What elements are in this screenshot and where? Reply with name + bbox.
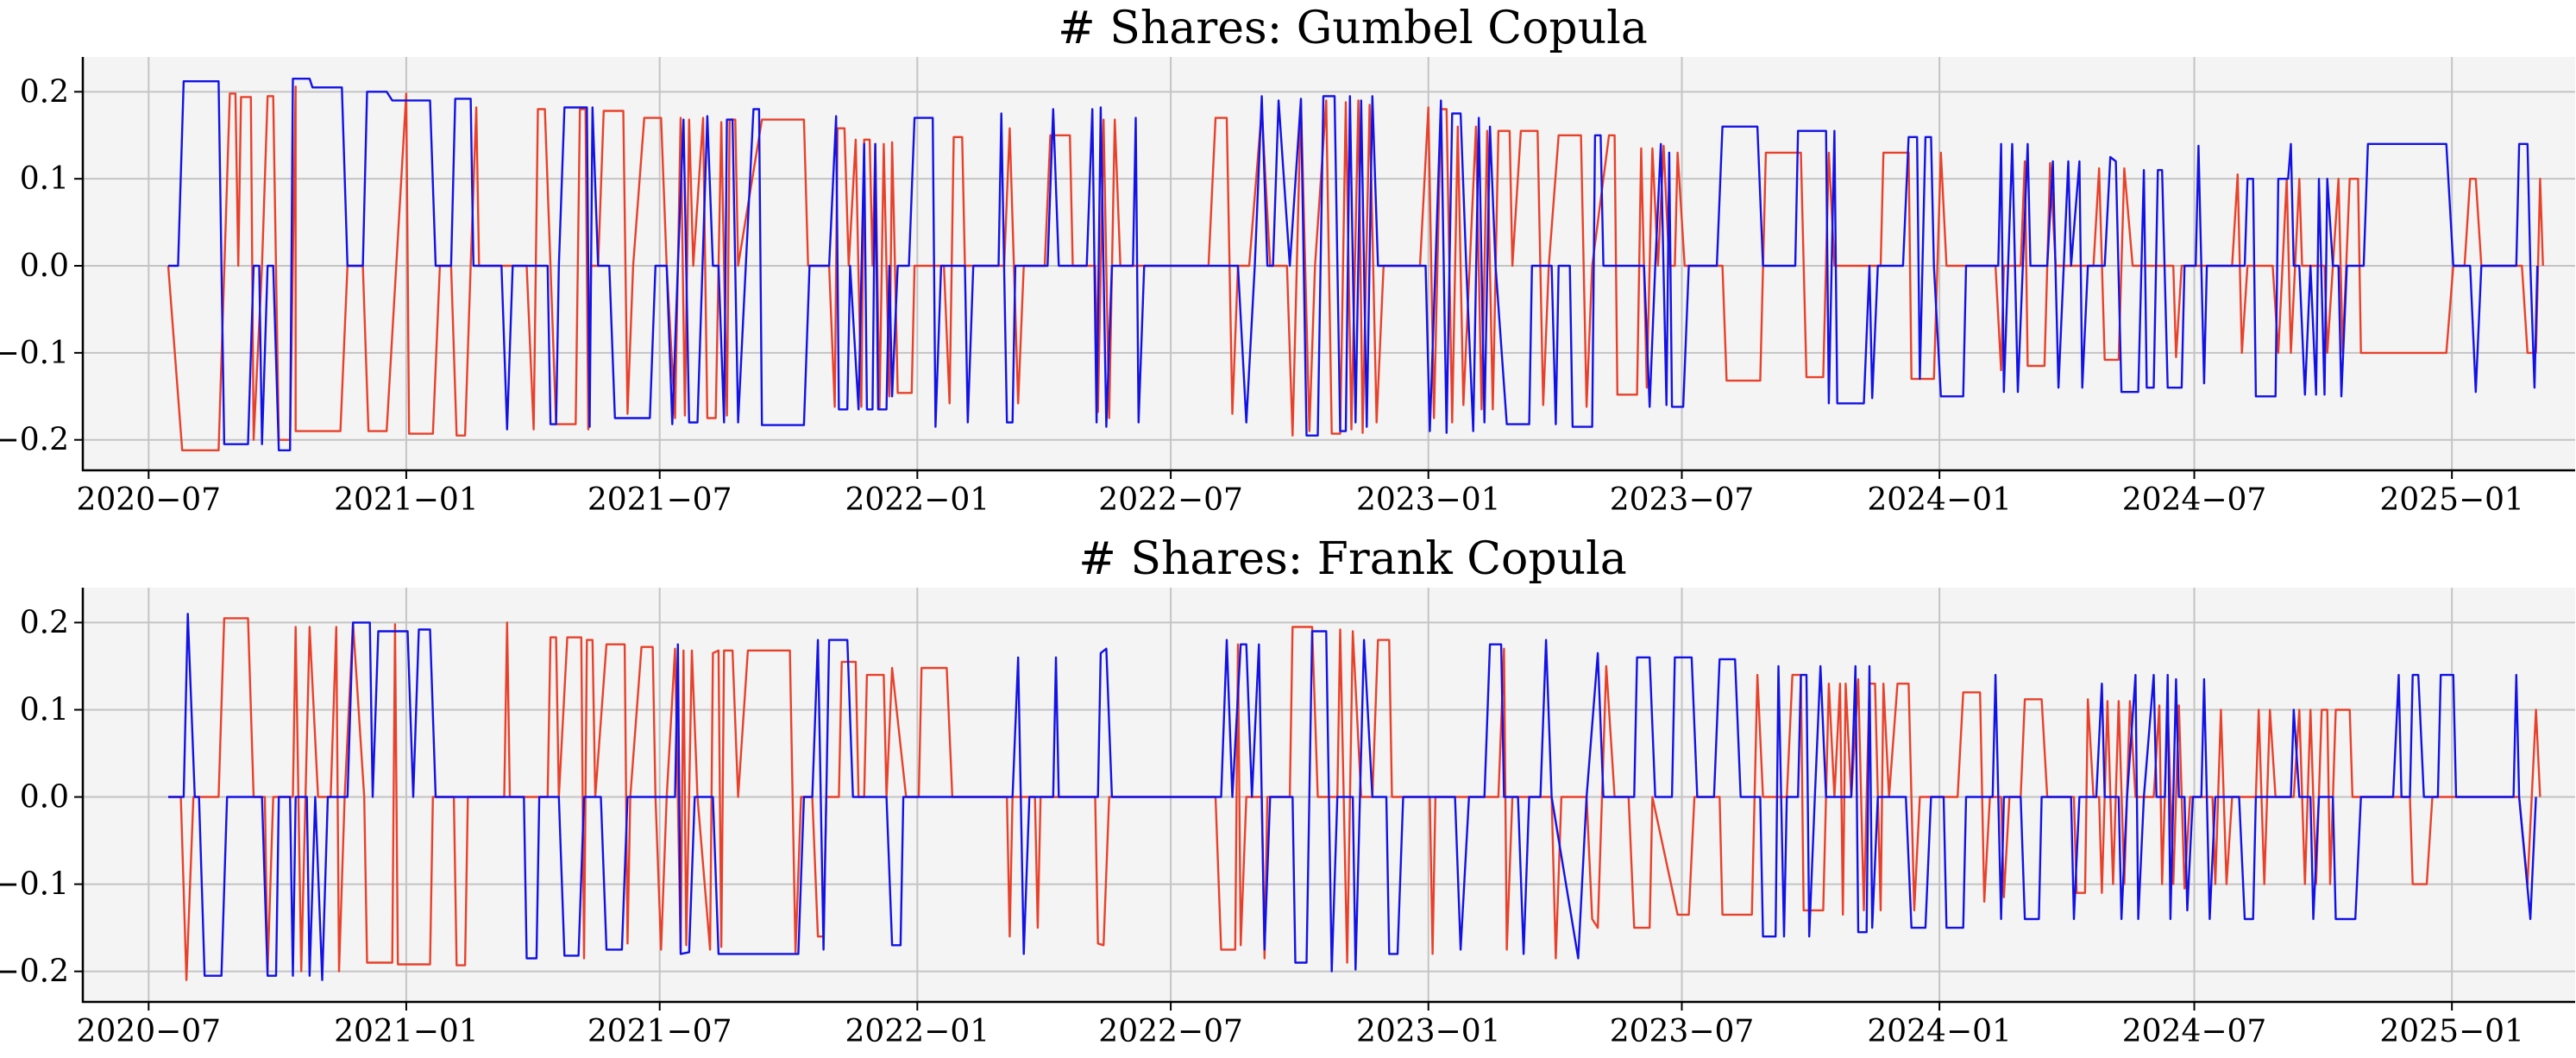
- chart-title: # Shares: Gumbel Copula: [1058, 3, 1648, 54]
- x-tick-label: 2020−07: [76, 1014, 221, 1049]
- x-tick-label: 2022−01: [845, 1014, 990, 1049]
- series-line-blue: [168, 78, 2539, 451]
- x-tick-label: 2020−07: [76, 482, 221, 518]
- x-tick-label: 2022−07: [1098, 482, 1243, 518]
- x-tick-label: 2022−01: [845, 482, 990, 518]
- x-tick-label: 2023−07: [1610, 482, 1755, 518]
- x-tick-label: 2024−01: [1867, 1014, 2012, 1049]
- y-tick-label: −0.1: [0, 336, 69, 371]
- x-tick-label: 2024−01: [1867, 482, 2012, 518]
- gumbel-copula-panel: 2020−07 2021−01 2021−07 2022−01 2022−07 2023−…: [0, 3, 2575, 518]
- series-line-red: [166, 85, 2544, 451]
- x-tick-label: 2021−01: [334, 482, 479, 518]
- y-tick-label: −0.2: [0, 423, 69, 458]
- x-tick-label: 2023−07: [1610, 1014, 1755, 1049]
- x-tick-label: 2023−01: [1356, 1014, 1501, 1049]
- x-tick-label: 2021−01: [334, 1014, 479, 1049]
- y-tick-label: 0.1: [20, 692, 69, 727]
- x-tick-label: 2022−07: [1098, 1014, 1243, 1049]
- frank-copula-panel: 2020−07 2021−01 2021−07 2022−01 2022−07 2023−…: [0, 533, 2575, 1049]
- y-tick-label: 0.2: [20, 74, 69, 110]
- series-line-blue: [168, 613, 2537, 981]
- x-tick-label: 2023−01: [1356, 482, 1501, 518]
- x-tick-label: 2021−07: [587, 482, 732, 518]
- y-tick-label: 0.2: [20, 605, 69, 640]
- y-tick-label: 0.0: [20, 249, 69, 284]
- y-tick-label: −0.1: [0, 867, 69, 903]
- x-tick-label: 2024−07: [2122, 1014, 2267, 1049]
- y-tick-label: −0.2: [0, 954, 69, 990]
- x-tick-label: 2024−07: [2122, 482, 2267, 518]
- x-tick-label: 2021−07: [587, 1014, 732, 1049]
- x-tick-label: 2025−01: [2379, 482, 2524, 518]
- y-tick-label: 0.1: [20, 161, 69, 197]
- y-tick-label: 0.0: [20, 780, 69, 816]
- chart-title: # Shares: Frank Copula: [1078, 533, 1627, 585]
- x-tick-label: 2025−01: [2379, 1014, 2524, 1049]
